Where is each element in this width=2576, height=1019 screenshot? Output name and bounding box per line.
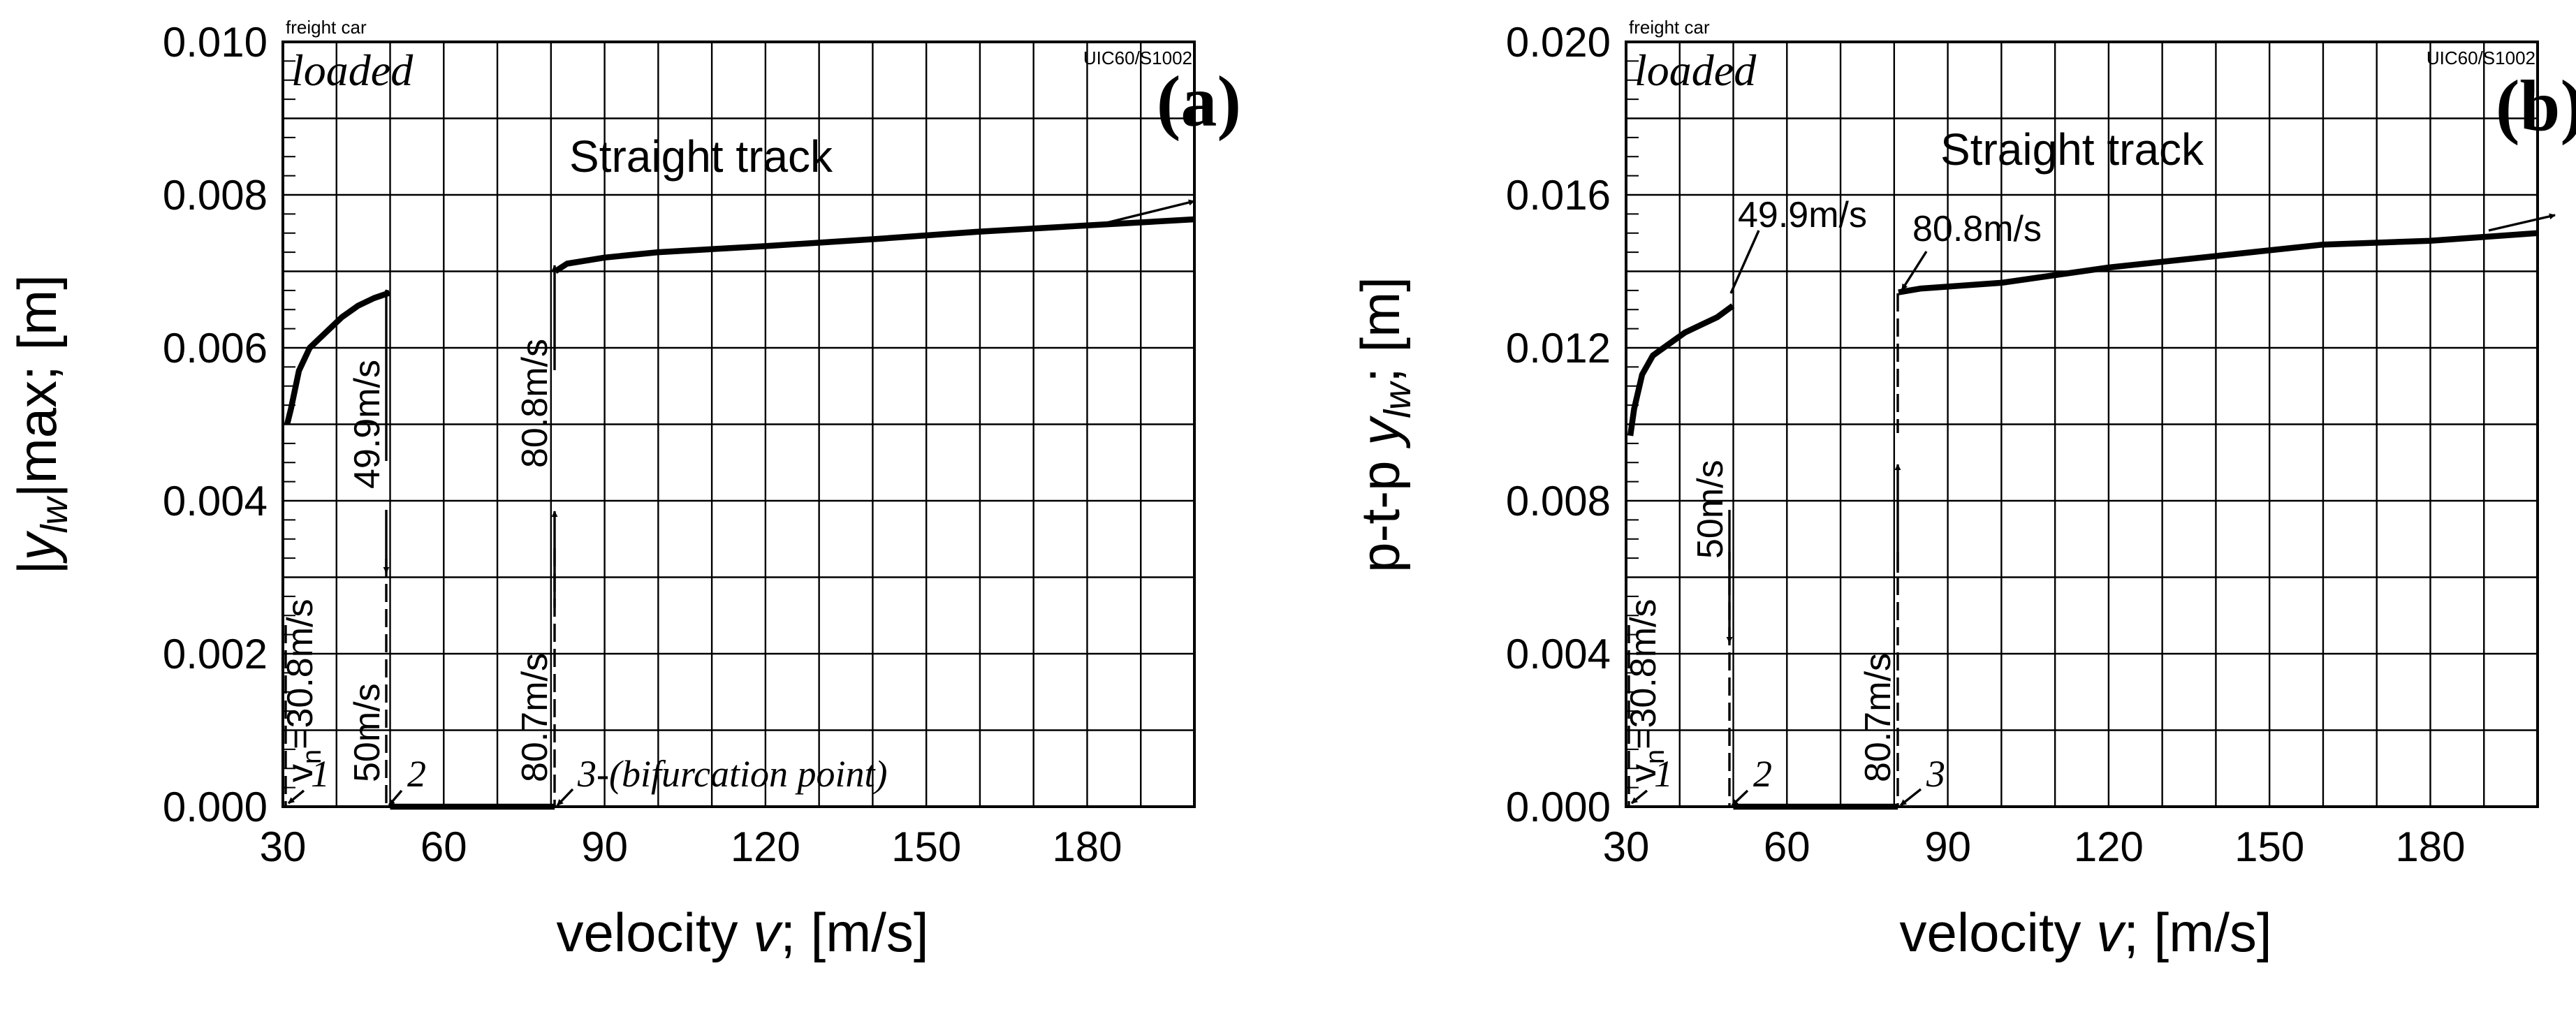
x-tick-label: 180 — [2395, 823, 2465, 870]
y-tick-label: 0.006 — [163, 325, 268, 372]
x-tick-label: 180 — [1052, 823, 1122, 870]
v499-arrow — [1729, 230, 1760, 294]
x-tick-label: 90 — [1924, 823, 1971, 870]
series-line-branch-2 — [553, 216, 1195, 274]
trend-arrow — [1103, 199, 1195, 225]
p2-arrow — [388, 789, 403, 807]
y-tick-label: 0.020 — [1506, 19, 1611, 66]
grid — [281, 41, 1196, 808]
series — [1627, 230, 2538, 810]
x-tick-label: 60 — [420, 823, 467, 870]
profile-label: UIC60/S1002 — [2427, 47, 2535, 68]
y-tick-label: 0.004 — [1506, 631, 1611, 677]
x-tick-label: 120 — [731, 823, 800, 870]
y-tick-label: 0.008 — [163, 172, 268, 219]
series-line-branch-1 — [1627, 303, 1735, 437]
y-tick-label: 0.016 — [1506, 172, 1611, 219]
y-ticks: 0.000 0.002 0.004 0.006 0.008 0.010 — [163, 19, 268, 830]
profile-label: UIC60/S1002 — [1083, 47, 1192, 68]
p1-arrow — [1630, 789, 1648, 805]
x-ticks: 30 60 90 120 150 180 — [1603, 823, 2466, 870]
y-axis-label: p-t-p ylw; [m] — [1349, 277, 1419, 573]
y-tick-label: 0.012 — [1506, 325, 1611, 372]
v499-label: 49.9m/s — [347, 360, 388, 489]
y-tick-label: 0.000 — [1506, 784, 1611, 830]
y-tick-label: 0.000 — [163, 784, 268, 830]
v50-label: 50m/s — [1690, 460, 1731, 559]
trend-arrow — [2488, 213, 2556, 232]
y-tick-label: 0.008 — [1506, 478, 1611, 525]
grid — [1625, 41, 2539, 808]
vn-label: vn=30.8m/s — [1623, 599, 1670, 782]
y-tick-label: 0.004 — [163, 478, 268, 525]
straight-track-label: Straight track — [1940, 124, 2204, 175]
v807-label: 80.7m/s — [1858, 653, 1898, 782]
panel-label-a: (a) — [1157, 61, 1241, 142]
x-tick-label: 60 — [1764, 823, 1810, 870]
point-2-label: 2 — [1753, 753, 1772, 795]
series-line-branch-2 — [1898, 230, 2538, 295]
y-tick-label: 0.010 — [163, 19, 268, 66]
point-2-label: 2 — [407, 753, 426, 795]
point-3-label: 3-(bifurcation point) — [577, 753, 887, 795]
y-axis-label: |ylw|max; [m] — [6, 274, 75, 575]
point-1-label: 1 — [1654, 753, 1673, 795]
v807-label: 80.7m/s — [515, 653, 555, 782]
freight-car-label: freight car — [286, 17, 367, 38]
v808-arrow — [1901, 251, 1928, 291]
v50-label: 50m/s — [347, 683, 388, 782]
x-axis-label: velocity v; [m/s] — [556, 902, 928, 963]
x-tick-label: 150 — [891, 823, 961, 870]
vn-label: vn=30.8m/s — [280, 599, 327, 782]
plot-frame — [281, 41, 1196, 808]
point-3-label: 3 — [1926, 753, 1945, 795]
series — [284, 216, 1195, 810]
loaded-label: loaded — [1634, 45, 1757, 95]
p3-arrow — [556, 788, 574, 807]
plot-frame — [1625, 41, 2539, 808]
x-tick-label: 90 — [581, 823, 628, 870]
v808-label: 80.8m/s — [515, 339, 555, 468]
loaded-label: loaded — [291, 45, 414, 95]
x-ticks: 30 60 90 120 150 180 — [260, 823, 1122, 870]
x-tick-label: 150 — [2234, 823, 2304, 870]
p3-arrow — [1899, 788, 1922, 807]
v499-label: 49.9m/s — [1738, 195, 1867, 235]
straight-track-label: Straight track — [569, 131, 833, 182]
p2-arrow — [1731, 789, 1749, 807]
x-tick-label: 30 — [260, 823, 307, 870]
x-axis-label: velocity v; [m/s] — [1899, 902, 2271, 963]
panel-label-b: (b) — [2496, 66, 2576, 146]
p1-arrow — [287, 789, 305, 805]
x-tick-label: 30 — [1603, 823, 1650, 870]
y-ticks: 0.000 0.004 0.008 0.012 0.016 0.020 — [1506, 19, 1611, 830]
series-line-branch-1 — [284, 290, 391, 425]
point-1-label: 1 — [311, 753, 330, 795]
x-tick-label: 120 — [2074, 823, 2144, 870]
v808-label: 80.8m/s — [1912, 209, 2042, 249]
freight-car-label: freight car — [1629, 17, 1710, 38]
y-tick-label: 0.002 — [163, 631, 268, 677]
